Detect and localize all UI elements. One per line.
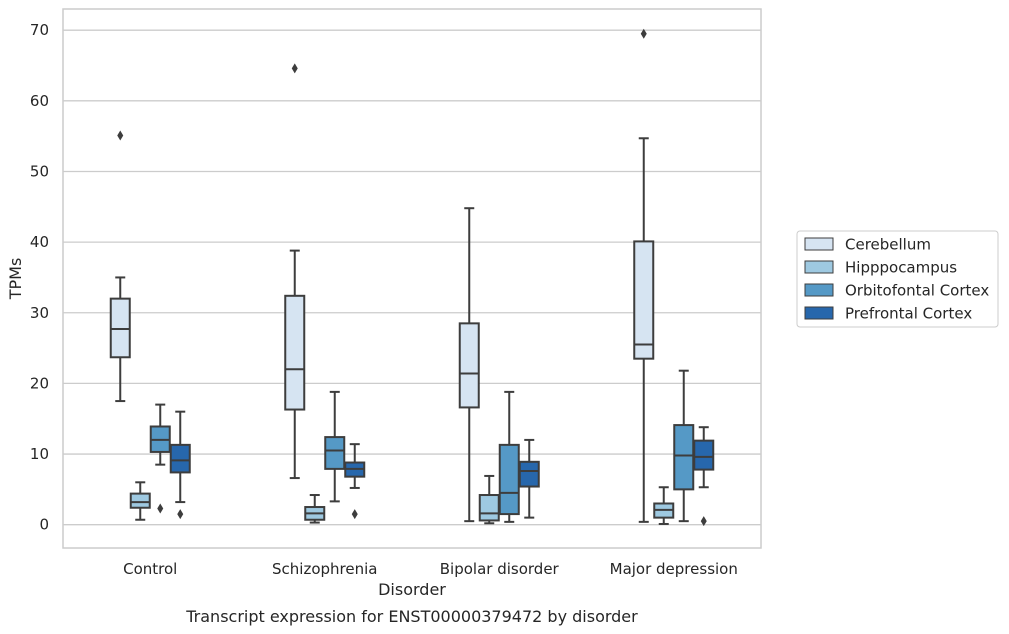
y-tick-label: 50: [30, 162, 49, 180]
x-axis-ticks: Control Schizophrenia Bipolar disorder Majo…: [123, 560, 738, 578]
x-tick-label: Major depression: [610, 560, 738, 578]
box-body: [498, 443, 520, 516]
box-orbitofontal-cortex: [324, 390, 346, 503]
outlier-point: [177, 509, 184, 520]
outlier-point: [291, 63, 298, 74]
legend-swatch: [804, 306, 834, 320]
box-prefrontal-cortex: [693, 426, 715, 527]
x-tick-label: Bipolar disorder: [440, 560, 560, 578]
y-tick-label: 20: [30, 374, 49, 392]
box-hipppocampus: [129, 481, 151, 521]
box-body: [284, 294, 306, 411]
legend-label: Orbitofontal Cortex: [845, 282, 989, 300]
box-cerebellum: [109, 130, 131, 403]
legend-swatch: [804, 283, 834, 297]
y-tick-label: 40: [30, 233, 49, 251]
box-hipppocampus: [304, 494, 326, 524]
legend: Cerebellum Hipppocampus Orbitofontal Corte…: [796, 230, 999, 328]
box-body: [109, 297, 131, 359]
box-body: [518, 460, 540, 488]
legend-swatch: [804, 260, 834, 274]
box-body: [478, 494, 500, 522]
box-prefrontal-cortex: [344, 443, 366, 520]
outlier-point: [157, 503, 164, 514]
legend-frame: [796, 230, 999, 328]
box-orbitofontal-cortex: [149, 403, 171, 514]
x-tick-label: Control: [123, 560, 177, 578]
y-axis-title: TPMs: [6, 258, 25, 301]
box-body: [633, 240, 655, 360]
x-tick-label: Schizophrenia: [272, 560, 377, 578]
plot-area: [62, 8, 762, 549]
chart-caption: Transcript expression for ENST0000037947…: [185, 607, 638, 626]
outlier-point: [351, 509, 358, 520]
y-tick-label: 30: [30, 304, 49, 322]
outlier-point: [700, 516, 707, 527]
legend-swatch: [804, 237, 834, 251]
box-cerebellum: [284, 63, 306, 480]
box-hipppocampus: [653, 486, 675, 525]
box-cerebellum: [633, 28, 655, 523]
box-hipppocampus: [478, 474, 500, 525]
box-body: [324, 436, 346, 470]
y-axis-ticks: 0 10 20 30 40 50 60 70: [30, 21, 49, 533]
box-prefrontal-cortex: [518, 438, 540, 519]
y-tick-label: 10: [30, 445, 49, 463]
boxes: [109, 28, 715, 527]
box-body: [129, 492, 151, 509]
y-tick-label: 60: [30, 92, 49, 110]
outlier-point: [640, 28, 647, 39]
legend-label: Cerebellum: [845, 236, 931, 254]
box-cerebellum: [458, 207, 480, 523]
box-body: [673, 424, 695, 491]
box-body: [693, 439, 715, 471]
outlier-point: [117, 130, 124, 141]
box-prefrontal-cortex: [169, 410, 191, 520]
y-tick-label: 0: [39, 516, 49, 534]
box-body: [458, 322, 480, 409]
box-orbitofontal-cortex: [673, 369, 695, 523]
legend-label: Prefrontal Cortex: [845, 305, 972, 323]
box-body: [169, 443, 191, 474]
legend-label: Hipppocampus: [845, 259, 957, 277]
x-axis-title: Disorder: [378, 580, 446, 599]
y-tick-label: 70: [30, 21, 49, 39]
